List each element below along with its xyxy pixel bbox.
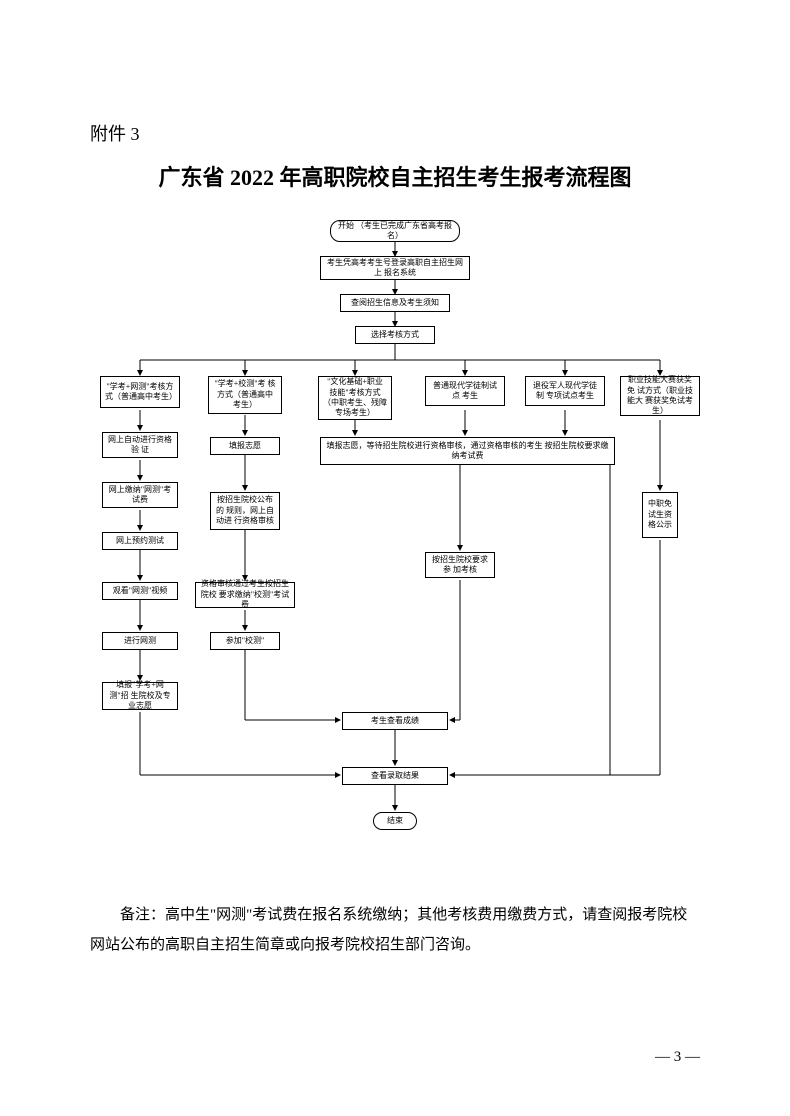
node-view-scores: 考生查看成绩 <box>342 712 448 730</box>
node-p2-1: 填报志愿 <box>210 437 280 455</box>
node-p1-3: 网上预约测试 <box>102 532 178 550</box>
node-path2: "学考+校测"考 核方式（普通高中 考生） <box>208 376 282 414</box>
node-view-results: 查看录取结果 <box>342 767 448 785</box>
flowchart-lines <box>90 220 700 860</box>
attachment-label: 附件 3 <box>90 120 700 146</box>
node-p3-shared: 填报志愿，等待招生院校进行资格审核，通过资格审核的考生 按招生院校要求缴纳考试费 <box>320 437 615 465</box>
node-p6-notice: 中职免 试生资 格公示 <box>642 492 678 538</box>
node-p1-2: 网上缴纳"网测"考 试费 <box>102 482 178 508</box>
node-start: 开始 （考生已完成广东省高考报名） <box>330 220 460 242</box>
node-p1-1: 网上自动进行资格验 证 <box>102 432 178 458</box>
page-number: — 3 — <box>655 1049 700 1066</box>
node-p1-6: 填报"学考+网测"招 生院校及专业志愿 <box>102 682 178 710</box>
node-p1-4: 观看"网测"视频 <box>102 582 178 600</box>
node-p1-5: 进行网测 <box>102 632 178 650</box>
node-path3: "文化基础+职业 技能"考核方式 （中职考生、残障 专场考生） <box>318 376 392 420</box>
node-p2-4: 参加"校测" <box>210 632 280 650</box>
flowchart: 开始 （考生已完成广东省高考报名） 考生凭高考考生号登录高职自主招生网上 报名系… <box>90 220 700 860</box>
node-select-method: 选择考核方式 <box>355 326 435 344</box>
node-path5: 退役军人现代学徒制 专项试点考生 <box>525 376 605 406</box>
node-path1: "学考+网测"考核方 式（普通高中考生） <box>100 376 180 408</box>
node-path4: 普通现代学徒制试点 考生 <box>425 376 505 406</box>
node-login: 考生凭高考考生号登录高职自主招生网上 报名系统 <box>320 256 470 280</box>
node-p3-exam: 按招生院校要求参 加考核 <box>425 552 495 578</box>
node-p2-3: 资格审核通过考生按招生院校 要求缴纳"校测"考试费 <box>195 582 295 608</box>
footnote: 备注：高中生"网测"考试费在报名系统缴纳；其他考核费用缴费方式，请查阅报考院校网… <box>90 900 700 960</box>
node-end: 结束 <box>373 812 417 830</box>
node-p2-2: 按招生院校公布的 规则，网上自动进 行资格审核 <box>210 492 280 530</box>
node-path6: 职业技能大赛获奖免 试方式（职业技能大 赛获奖免试考生） <box>620 376 700 416</box>
node-view-info: 查阅招生信息及考生须知 <box>340 294 450 312</box>
page-title: 广东省 2022 年高职院校自主招生考生报考流程图 <box>90 160 700 192</box>
